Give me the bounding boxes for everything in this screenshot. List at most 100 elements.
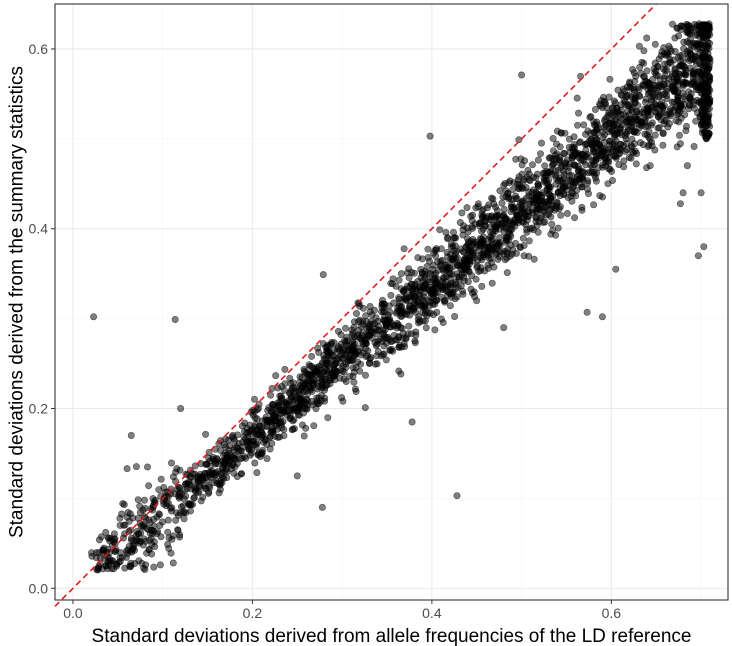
data-point [676, 200, 684, 208]
data-point [519, 177, 527, 185]
data-point [637, 70, 645, 78]
data-point [479, 237, 487, 245]
data-point [301, 381, 309, 389]
x-axis-ticks: 0.0 0.2 0.4 0.6 [63, 600, 621, 621]
data-point [225, 436, 233, 444]
data-point [395, 333, 403, 341]
data-point [485, 201, 493, 209]
data-point [157, 475, 165, 483]
data-point [412, 308, 420, 316]
data-point [100, 544, 108, 552]
data-point [478, 211, 486, 219]
data-point [429, 261, 437, 269]
data-point [643, 34, 651, 42]
data-point [229, 461, 237, 469]
data-point [502, 238, 510, 246]
data-point [144, 463, 152, 471]
data-point [499, 212, 507, 220]
data-point [150, 563, 158, 571]
data-point [499, 193, 507, 201]
data-point [238, 422, 246, 430]
data-point [467, 285, 475, 293]
data-point [408, 418, 416, 426]
data-point [578, 151, 586, 159]
data-point [147, 534, 155, 542]
data-point [619, 85, 627, 93]
data-point [650, 65, 658, 73]
data-point [250, 441, 258, 449]
x-tick-label: 0.6 [602, 605, 622, 621]
data-point [659, 105, 667, 113]
data-point [516, 244, 524, 252]
data-point [362, 353, 370, 361]
data-point [500, 181, 508, 189]
data-point [461, 255, 469, 263]
data-point [145, 482, 153, 490]
data-point [350, 345, 358, 353]
data-point [393, 308, 401, 316]
data-point [667, 47, 675, 55]
data-point [536, 150, 544, 158]
data-point [174, 526, 182, 534]
data-point [681, 95, 689, 103]
data-point [424, 245, 432, 253]
data-point [584, 190, 592, 198]
data-point [541, 172, 549, 180]
data-point [389, 275, 397, 283]
data-point [560, 150, 568, 158]
data-point [534, 228, 542, 236]
data-point [171, 315, 179, 323]
data-point [682, 66, 690, 74]
data-point [705, 99, 713, 107]
data-point [444, 281, 452, 289]
data-point [571, 161, 579, 169]
data-point [492, 213, 500, 221]
data-point [129, 514, 137, 522]
data-point [640, 59, 648, 67]
data-point [573, 121, 581, 129]
data-point [118, 510, 126, 518]
data-point [127, 431, 135, 439]
data-point [486, 249, 494, 257]
data-point [454, 283, 462, 291]
data-point [697, 41, 705, 49]
data-point [446, 302, 454, 310]
data-point [692, 117, 700, 125]
data-point [253, 427, 261, 435]
data-point [190, 493, 198, 501]
data-point [230, 469, 238, 477]
data-point [611, 111, 619, 119]
data-point [668, 20, 676, 28]
data-point [612, 265, 620, 273]
data-point [361, 404, 369, 412]
data-point [468, 257, 476, 265]
data-point [704, 42, 712, 50]
data-point [672, 117, 680, 125]
data-point [703, 32, 711, 40]
data-point [349, 352, 357, 360]
data-point [522, 221, 530, 229]
data-point [410, 269, 418, 277]
data-point [112, 547, 120, 555]
data-point [590, 168, 598, 176]
data-point [647, 121, 655, 129]
data-point [565, 135, 573, 143]
data-point [574, 109, 582, 117]
data-point [701, 114, 709, 122]
data-point [383, 334, 391, 342]
data-point [437, 260, 445, 268]
data-point [177, 404, 185, 412]
data-point [276, 398, 284, 406]
data-point [356, 302, 364, 310]
data-point [357, 360, 365, 368]
data-point [459, 287, 467, 295]
data-point [503, 269, 511, 277]
data-point [286, 374, 294, 382]
data-point [662, 51, 670, 59]
data-point [453, 293, 461, 301]
data-point [545, 197, 553, 205]
data-point [356, 316, 364, 324]
data-point [212, 471, 220, 479]
data-point [105, 534, 113, 542]
data-point [156, 561, 164, 569]
